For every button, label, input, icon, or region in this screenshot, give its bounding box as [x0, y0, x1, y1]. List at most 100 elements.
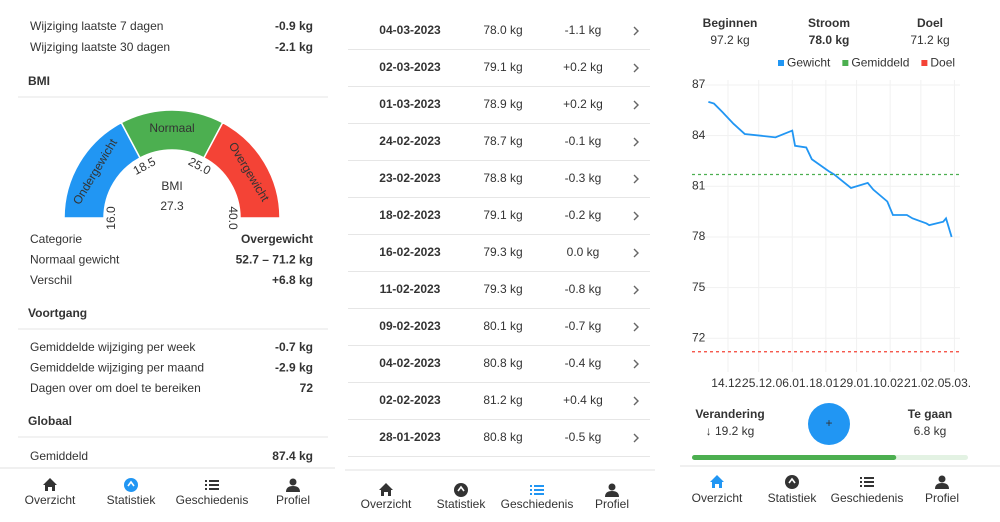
history-row[interactable]: 09-02-2023 80.1 kg -0.7 kg: [348, 319, 650, 346]
change: -0.5 kg: [565, 430, 602, 444]
profile-head: [608, 483, 616, 491]
stat-value: 71.2 kg: [910, 33, 949, 47]
list-dot: [205, 488, 207, 490]
change: +0.2 kg: [563, 60, 603, 74]
list-dot: [530, 485, 532, 487]
stats-icon-mark: [788, 477, 796, 484]
history-row[interactable]: 16-02-2023 79.3 kg 0.0 kg: [348, 245, 650, 272]
history-row[interactable]: 18-02-2023 79.1 kg -0.2 kg: [348, 208, 650, 235]
nav-label[interactable]: Statistiek: [437, 497, 487, 511]
history-row[interactable]: 04-02-2023 80.8 kg -0.4 kg: [348, 356, 650, 383]
weight: 79.3 kg: [483, 282, 522, 296]
chevron: [633, 63, 639, 73]
history-row[interactable]: 23-02-2023 78.8 kg -0.3 kg: [348, 171, 650, 198]
nav-icon: [43, 478, 57, 491]
nav-label[interactable]: Statistiek: [768, 491, 818, 505]
row-value: -0.7 kg: [275, 340, 313, 354]
remaining-value: 6.8 kg: [914, 424, 947, 438]
nav-label[interactable]: Geschiedenis: [176, 493, 249, 507]
y-tick-label: 72: [692, 330, 706, 344]
nav-label[interactable]: Overzicht: [361, 497, 412, 511]
stat-label: Beginnen: [703, 16, 758, 30]
profile-body: [605, 491, 619, 497]
fab[interactable]: [808, 403, 850, 445]
chevron: [633, 174, 639, 184]
profile-body: [286, 486, 300, 492]
row-label: Gemiddelde wijziging per week: [30, 340, 196, 354]
list-line: [534, 489, 544, 491]
nav-label[interactable]: Profiel: [276, 493, 310, 507]
gauge-tick-label: 40.0: [226, 206, 240, 230]
gauge-tick-label: 16.0: [104, 206, 118, 230]
gauge-label: BMI: [161, 179, 182, 193]
change: +0.2 kg: [563, 97, 603, 111]
change: -0.4 kg: [565, 356, 602, 370]
row-label: Categorie: [30, 232, 82, 246]
x-tick-label: 29.01.: [840, 376, 873, 390]
history-row[interactable]: 01-03-2023 78.9 kg +0.2 kg: [348, 97, 650, 124]
profile-head: [938, 475, 946, 483]
weight: 80.8 kg: [483, 430, 522, 444]
nav-icon: [205, 480, 219, 490]
weight: 80.8 kg: [483, 356, 522, 370]
change-value: ↓ 19.2 kg: [706, 424, 755, 438]
nav-label[interactable]: Statistiek: [107, 493, 157, 507]
history-row[interactable]: 02-03-2023 79.1 kg +0.2 kg: [348, 60, 650, 87]
row-label: Gemiddelde wijziging per maand: [30, 361, 204, 375]
history-row[interactable]: 28-01-2023 80.8 kg -0.5 kg: [348, 430, 650, 457]
row-value: -2.1 kg: [275, 40, 313, 54]
home-icon: [710, 475, 724, 488]
date: 01-03-2023: [379, 97, 441, 111]
history-row[interactable]: 11-02-2023 79.3 kg -0.8 kg: [348, 282, 650, 309]
weight-line: [708, 101, 953, 238]
stats-icon: [454, 483, 468, 497]
date: 09-02-2023: [379, 319, 441, 333]
legend-label: Gemiddeld: [851, 56, 909, 70]
change: -0.2 kg: [565, 208, 602, 222]
row-value: +6.8 kg: [272, 273, 313, 287]
nav-label[interactable]: Profiel: [925, 491, 959, 505]
date: 11-02-2023: [380, 282, 441, 296]
gauge-segment-label: Normaal: [149, 121, 194, 135]
legend-swatch: [778, 60, 784, 66]
change: -0.1 kg: [565, 134, 602, 148]
date: 04-03-2023: [379, 23, 441, 37]
nav-label[interactable]: Profiel: [595, 497, 629, 511]
date: 28-01-2023: [379, 430, 441, 444]
list-line: [209, 480, 219, 482]
history-row[interactable]: 24-02-2023 78.7 kg -0.1 kg: [348, 134, 650, 161]
list-line: [864, 485, 874, 487]
chevron: [633, 396, 639, 406]
chevron: [633, 285, 639, 295]
nav-label[interactable]: Geschiedenis: [831, 491, 904, 505]
history-row[interactable]: 04-03-2023 78.0 kg -1.1 kg: [348, 23, 650, 50]
chevron: [633, 26, 639, 36]
profile-body: [935, 483, 949, 489]
nav-label[interactable]: Overzicht: [692, 491, 743, 505]
nav-label[interactable]: Geschiedenis: [501, 497, 574, 511]
stats-icon-mark: [457, 485, 465, 492]
date: 02-03-2023: [379, 60, 441, 74]
weight: 81.2 kg: [483, 393, 522, 407]
stat-label: Doel: [917, 16, 943, 30]
chevron: [633, 433, 639, 443]
home-icon: [379, 483, 393, 496]
x-tick-label: 05.03.: [938, 376, 971, 390]
row-value: -2.9 kg: [275, 361, 313, 375]
x-tick-label: 10.02.: [873, 376, 906, 390]
nav-icon: [785, 475, 799, 489]
row-value: 72: [300, 381, 314, 395]
chevron: [633, 211, 639, 221]
list-dot: [205, 484, 207, 486]
nav-icon: [710, 475, 724, 488]
list-line: [209, 484, 219, 486]
list-dot: [530, 493, 532, 495]
nav-bar: [680, 466, 1000, 522]
stats-icon-mark: [127, 480, 135, 487]
date: 16-02-2023: [379, 245, 441, 259]
row-value: 87.4 kg: [272, 449, 313, 463]
chevron: [633, 248, 639, 258]
history-row[interactable]: 02-02-2023 81.2 kg +0.4 kg: [348, 393, 650, 420]
nav-icon: [124, 478, 138, 492]
nav-label[interactable]: Overzicht: [25, 493, 76, 507]
